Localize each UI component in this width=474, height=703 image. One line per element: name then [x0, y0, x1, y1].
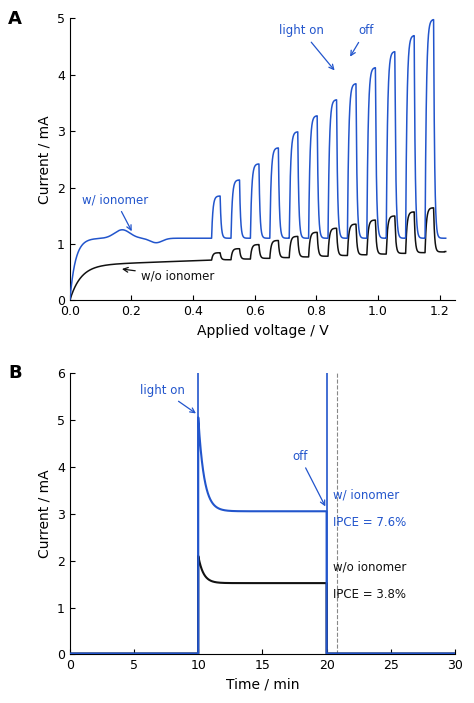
Y-axis label: Current / mA: Current / mA — [37, 470, 52, 558]
Text: w/ ionomer: w/ ionomer — [82, 193, 148, 230]
Text: w/o ionomer: w/o ionomer — [123, 267, 214, 283]
Text: IPCE = 7.6%: IPCE = 7.6% — [333, 516, 406, 529]
Text: w/o ionomer: w/o ionomer — [333, 561, 406, 574]
Text: IPCE = 3.8%: IPCE = 3.8% — [333, 588, 406, 601]
Text: off: off — [351, 25, 374, 56]
Text: A: A — [8, 10, 22, 28]
Text: B: B — [8, 364, 22, 382]
Text: w/ ionomer: w/ ionomer — [333, 489, 399, 502]
Text: light on: light on — [279, 25, 334, 70]
X-axis label: Applied voltage / V: Applied voltage / V — [197, 323, 328, 337]
Y-axis label: Current / mA: Current / mA — [37, 115, 52, 204]
Text: off: off — [292, 450, 325, 505]
Text: light on: light on — [140, 384, 195, 413]
X-axis label: Time / min: Time / min — [226, 678, 299, 692]
